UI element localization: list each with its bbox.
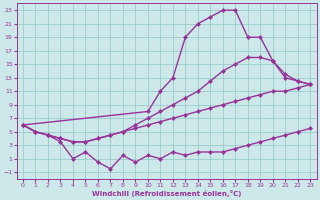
X-axis label: Windchill (Refroidissement éolien,°C): Windchill (Refroidissement éolien,°C): [92, 190, 241, 197]
